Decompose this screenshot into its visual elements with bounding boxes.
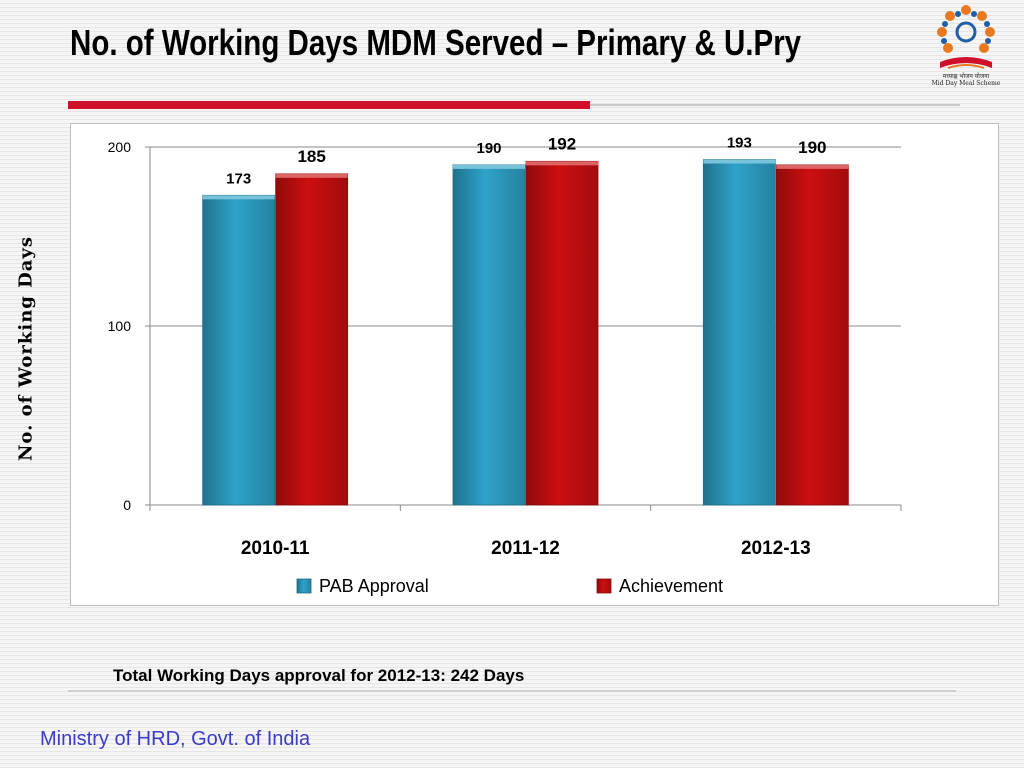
legend-item: PAB Approval [296,576,429,596]
organization-name: Ministry of HRD, Govt. of India [40,728,311,750]
logo-text-hindi: मध्याह्न भोजन योजना [942,73,990,80]
data-label: 193 [727,135,752,152]
bar-pab-approval [452,164,526,506]
bar-top-highlight [526,161,598,166]
bar-top-highlight [703,159,776,164]
title-underline-grey [590,104,960,106]
chart-legend: PAB Approval Achievement [296,576,723,596]
chart-bars [202,159,849,506]
logo-text-english: Mid Day Meal Scheme [931,80,1001,87]
slide-title: No. of Working Days MDM Served – Primary… [70,22,802,63]
legend-label: Achievement [619,576,723,596]
legend-label: PAB Approval [319,576,429,596]
chart-frame: 0 100 200 2010-11 2011-12 2012-13 173 185 190 19… [70,123,999,606]
y-tick-label: 0 [123,497,131,513]
data-label: 190 [476,140,501,157]
bar-top-highlight [453,164,525,169]
data-label: 185 [297,147,325,166]
bar-achievement [775,164,849,506]
data-label: 192 [548,134,576,153]
bar-pab-approval [702,159,776,506]
footer-divider [68,690,956,692]
data-label: 190 [798,138,826,157]
legend-swatch [596,578,612,594]
title-underline-red [68,101,590,109]
legend-item: Achievement [596,576,723,596]
bar-chart: 0 100 200 2010-11 2011-12 2012-13 173 185 190 19… [108,134,902,596]
y-tick-label: 100 [108,318,132,334]
bar-achievement [525,160,599,506]
footnote: Total Working Days approval for 2012-13:… [113,666,525,685]
y-axis-title: No. of Working Days [15,235,37,462]
bar-top-highlight [275,173,348,178]
mdm-logo-icon [937,5,995,69]
x-category-label: 2010-11 [241,538,310,559]
x-category-label: 2012-13 [741,538,811,559]
x-category-label: 2011-12 [491,538,560,559]
bar-top-highlight [202,195,275,200]
bar-top-highlight [776,164,849,169]
bar-achievement [275,173,349,506]
chart-data-labels: 173 185 190 192 193 190 [226,134,826,187]
legend-swatch [296,578,312,594]
data-label: 173 [226,170,251,187]
y-tick-label: 200 [108,139,132,155]
chart-axes: 0 100 200 2010-11 2011-12 2012-13 [108,139,902,559]
bar-pab-approval [202,194,276,506]
